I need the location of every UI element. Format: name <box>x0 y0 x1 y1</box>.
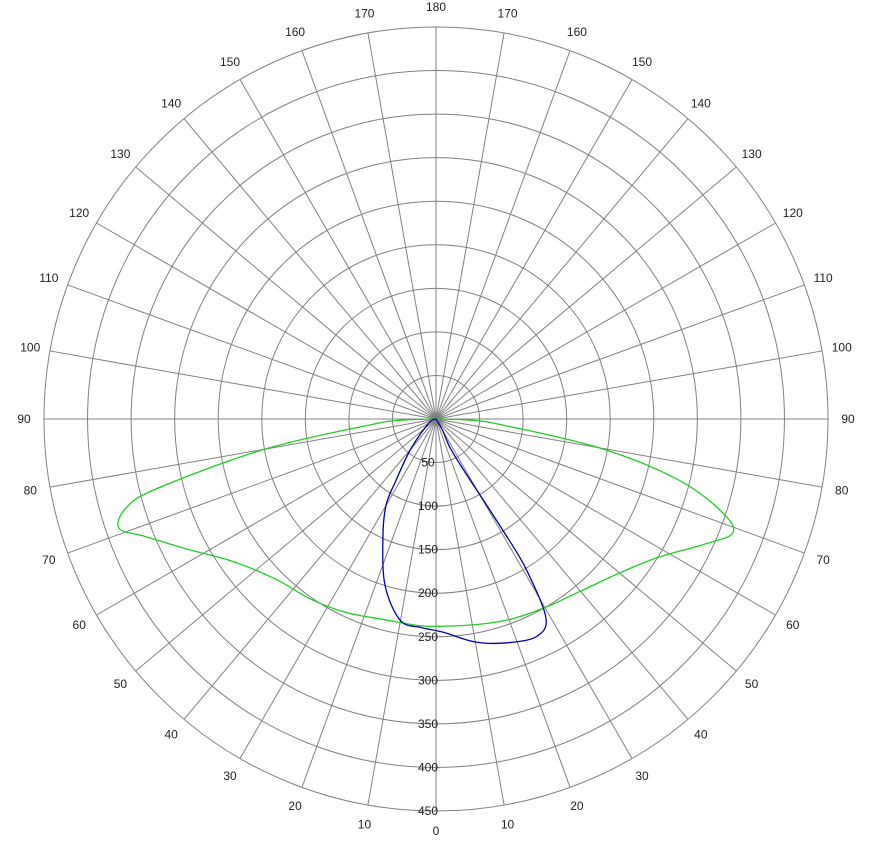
grid-spoke <box>367 32 437 420</box>
radial-tick-50: 50 <box>421 456 435 470</box>
grid-spoke <box>435 418 505 806</box>
angle-label-bottom: 0 <box>433 824 440 838</box>
angle-label-right-60: 60 <box>786 618 800 632</box>
radial-tick-350: 350 <box>418 717 438 731</box>
angle-label-right-40: 40 <box>694 728 708 742</box>
angle-label-right-30: 30 <box>635 769 649 783</box>
angle-label-left-20: 20 <box>288 799 302 813</box>
grid-spoke <box>239 418 437 759</box>
grid-spoke <box>301 418 437 788</box>
angle-label-left-170: 170 <box>354 6 374 20</box>
grid-spoke <box>435 418 689 720</box>
angle-label-right-70: 70 <box>816 553 830 567</box>
grid-spoke <box>96 222 437 420</box>
grid-spoke <box>67 284 437 420</box>
grid-spoke <box>435 418 633 759</box>
grid-spoke <box>435 418 805 554</box>
grid-spoke <box>435 79 633 420</box>
angle-label-top: 180 <box>426 0 446 14</box>
grid-spoke <box>435 350 823 420</box>
series-curve-1 <box>117 418 735 628</box>
angle-label-right-130: 130 <box>742 147 762 161</box>
angle-label-left-100: 100 <box>20 340 40 354</box>
grid-spoke <box>435 118 689 420</box>
angle-label-right-150: 150 <box>632 55 652 69</box>
angle-labels: 0 180 10 20 30 40 50 60 70 80 90 100 110 120 130 140 150… <box>17 0 855 838</box>
angle-label-right-170: 170 <box>498 6 518 20</box>
grid-spoke <box>435 418 571 788</box>
grid-spoke <box>301 50 437 420</box>
radial-tick-450: 450 <box>418 804 438 818</box>
angle-label-left-130: 130 <box>110 147 130 161</box>
grid-spoke <box>96 418 437 616</box>
angle-label-right-50: 50 <box>745 677 759 691</box>
grid-spoke <box>435 50 571 420</box>
grid-spoke <box>49 418 437 488</box>
grid-spoke <box>435 222 776 420</box>
angle-label-left-150: 150 <box>220 55 240 69</box>
grid-spoke <box>435 32 505 420</box>
grid-spoke <box>239 79 437 420</box>
radial-tick-150: 150 <box>418 543 438 557</box>
angle-label-right-120: 120 <box>783 206 803 220</box>
series-curve-2 <box>382 418 547 645</box>
angle-label-left-40: 40 <box>164 728 178 742</box>
grid-spoke <box>183 118 437 420</box>
radial-tick-300: 300 <box>418 673 438 687</box>
polar-grid <box>43 26 829 812</box>
angle-label-left-10: 10 <box>358 818 372 832</box>
grid-spoke <box>135 418 437 672</box>
angle-label-left-30: 30 <box>223 769 237 783</box>
grid-spoke <box>183 418 437 720</box>
grid-spoke <box>435 418 776 616</box>
angle-label-left-90: 90 <box>17 412 31 426</box>
grid-spoke <box>435 418 823 488</box>
angle-label-left-160: 160 <box>285 25 305 39</box>
grid-spoke <box>135 166 437 420</box>
angle-label-right-90: 90 <box>841 412 855 426</box>
angle-label-left-140: 140 <box>161 96 181 110</box>
radial-tick-labels: 50 100 150 200 250 300 350 400 450 <box>418 456 438 818</box>
grid-spoke <box>67 418 437 554</box>
angle-label-left-120: 120 <box>69 206 89 220</box>
angle-label-left-110: 110 <box>39 271 58 285</box>
angle-label-right-100: 100 <box>832 340 852 354</box>
angle-label-right-20: 20 <box>570 799 584 813</box>
radial-tick-400: 400 <box>418 760 438 774</box>
angle-label-right-160: 160 <box>567 25 587 39</box>
grid-spoke <box>435 166 737 420</box>
angle-label-right-110: 110 <box>814 271 833 285</box>
angle-label-left-80: 80 <box>24 484 38 498</box>
angle-label-right-80: 80 <box>835 484 849 498</box>
grid-spoke <box>435 418 737 672</box>
angle-label-left-60: 60 <box>73 618 87 632</box>
radial-tick-100: 100 <box>418 499 438 513</box>
grid-spoke <box>367 418 437 806</box>
intensity-curves <box>117 418 735 645</box>
angle-label-right-140: 140 <box>691 96 711 110</box>
radial-tick-200: 200 <box>418 586 438 600</box>
radial-tick-250: 250 <box>418 630 438 644</box>
grid-spoke <box>435 284 805 420</box>
angle-label-right-10: 10 <box>501 818 515 832</box>
angle-label-left-70: 70 <box>42 553 56 567</box>
angle-label-left-50: 50 <box>114 677 128 691</box>
grid-spoke <box>49 350 437 420</box>
